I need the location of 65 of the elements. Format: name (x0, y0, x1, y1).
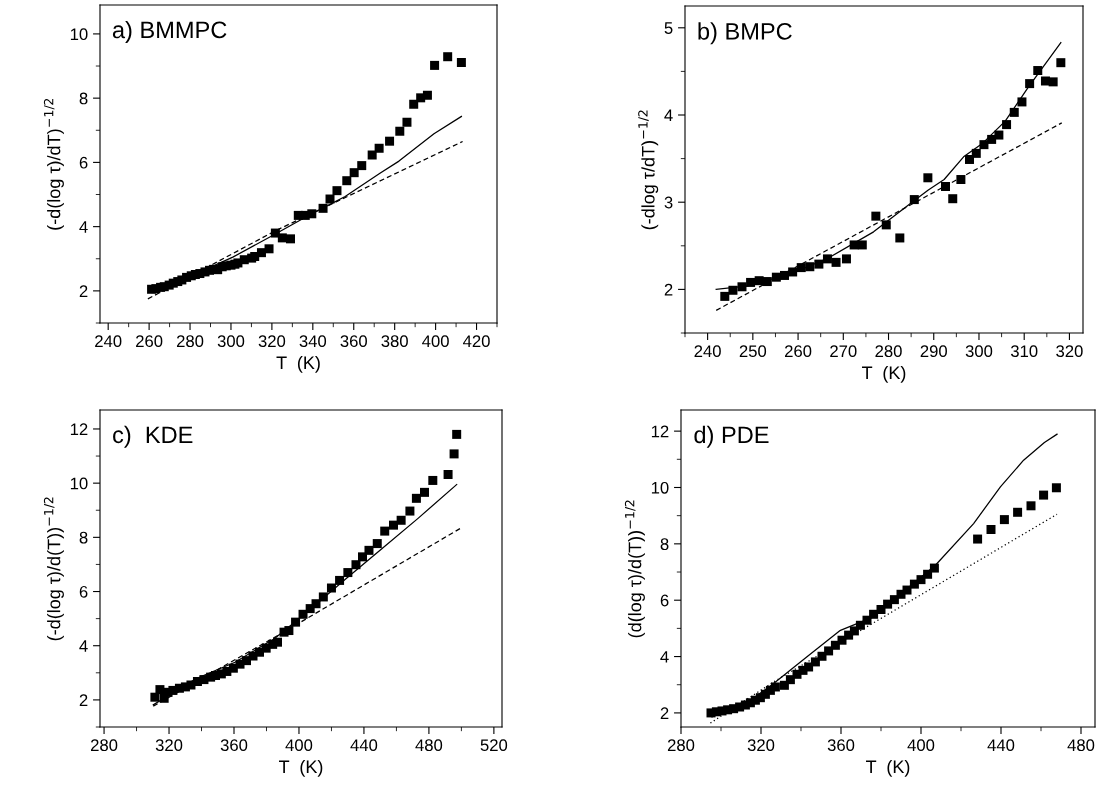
x-tick-label: 360 (220, 739, 248, 752)
y-tick-label: 10 (651, 481, 669, 494)
x-tick-label: 400 (285, 739, 313, 752)
y-axis-title: (-d(log τ)/dT)$^{−1/2}$ (43, 98, 64, 230)
y-tick-label: 12 (651, 425, 669, 438)
y-axis-title: (d(log τ)/d(T))$^{−1/2}$ (624, 500, 645, 638)
y-tick-label: 5 (664, 22, 673, 34)
x-tick-label: 320 (1056, 345, 1083, 358)
annotation: b) BMPC (698, 22, 792, 45)
y-tick-label: 8 (660, 538, 669, 551)
x-tick-label: 340 (299, 335, 327, 348)
x-tick-label: 310 (1010, 345, 1038, 358)
y-tick-label: 10 (70, 477, 88, 490)
annotation: c) KDE (113, 425, 193, 448)
y-tick-label: 2 (79, 285, 88, 297)
y-tick-label: 8 (79, 531, 88, 544)
x-tick-label: 240 (95, 335, 122, 348)
x-tick-label: 520 (480, 739, 508, 752)
y-tick-label: 12 (70, 423, 88, 435)
x-tick-label: 320 (155, 739, 183, 752)
x-tick-label: 270 (830, 345, 857, 358)
x-tick-label: 360 (340, 335, 368, 348)
x-tick-label: 280 (875, 345, 902, 358)
x-tick-label: 300 (217, 335, 245, 348)
x-tick-label: 280 (91, 739, 118, 752)
y-tick-label: 2 (79, 694, 88, 706)
y-axis-title: (-dlog τ/dT)$^{−1/2}$ (638, 110, 659, 230)
x-tick-label: 290 (920, 345, 947, 358)
x-axis-title: T (K) (279, 759, 323, 777)
x-tick-label: 380 (381, 335, 408, 348)
x-tick-label: 480 (415, 739, 443, 752)
x-tick-label: 360 (827, 739, 855, 752)
y-tick-label: 2 (660, 707, 669, 719)
x-tick-label: 280 (176, 335, 204, 348)
x-axis-title: T (K) (276, 355, 320, 373)
x-tick-label: 440 (987, 739, 1015, 752)
x-tick-label: 260 (136, 335, 163, 348)
annotation: a) BMMPC (112, 20, 227, 43)
x-tick-label: 320 (258, 335, 286, 348)
x-tick-label: 400 (907, 739, 935, 752)
x-tick-label: 280 (667, 739, 695, 752)
y-tick-label: 6 (79, 585, 88, 598)
x-tick-label: 440 (350, 739, 378, 752)
y-tick-label: 4 (79, 640, 88, 652)
x-tick-label: 400 (422, 335, 449, 348)
y-tick-label: 8 (79, 92, 88, 105)
y-tick-label: 4 (79, 221, 88, 233)
x-tick-label: 240 (694, 345, 721, 358)
y-tick-label: 6 (660, 594, 669, 607)
y-tick-label: 6 (79, 156, 88, 169)
x-axis-title: T (K) (866, 759, 910, 777)
x-tick-label: 320 (747, 739, 775, 752)
x-tick-label: 260 (785, 345, 812, 358)
y-axis-title: (-d(log τ)/d(T))$^{−1/2}$ (43, 497, 64, 641)
x-tick-label: 300 (965, 345, 993, 358)
annotation: d) PDE (694, 425, 769, 448)
y-tick-label: 3 (664, 196, 673, 209)
x-tick-label: 250 (739, 345, 767, 358)
x-axis-title: T (K) (862, 365, 906, 383)
x-tick-label: 480 (1067, 739, 1095, 752)
y-tick-label: 4 (660, 651, 669, 663)
y-tick-label: 10 (70, 28, 88, 41)
y-tick-label: 4 (664, 109, 673, 122)
x-tick-label: 420 (463, 335, 490, 348)
y-tick-label: 2 (664, 283, 673, 296)
